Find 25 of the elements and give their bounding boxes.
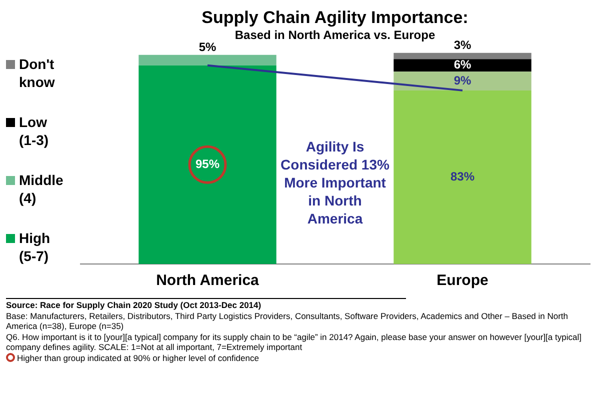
- text: Base: Manufacturers, Retailers, Distributors, Third Party Logistics Providers, Consultants, Software Providers, Academics and Other – Based in North America (n=38), Europe (n=35): [6, 310, 570, 332]
- bar: [138, 65, 276, 264]
- legend-label: Low (1-3): [19, 113, 50, 149]
- bar: [138, 54, 276, 66]
- bar: [394, 72, 532, 90]
- annotation: Agility Is Considered 13% More Important in North America: [280, 138, 390, 227]
- data-label: 5%: [198, 40, 216, 54]
- source-note: Source: Race for Supply Chain 2020 Study (Oct 2013-Dec 2014): [6, 300, 262, 310]
- bar: [394, 90, 532, 264]
- text: Based in North America vs. Europe: [234, 28, 436, 42]
- data-label: 95%: [195, 156, 220, 171]
- bar: [394, 52, 532, 60]
- legend-label: Don't know: [19, 55, 56, 91]
- text: Supply Chain Agility Importance:: [202, 8, 468, 27]
- text: Q6. How important is it to [your][a typical] company for its supply chain to be “agile” in 2014? Again, please base your answer on however [your][a typical] company defines agility. SCALE: 1=Not at all important, 7=Extremely important: [6, 332, 582, 352]
- legend-label: High (5-7): [19, 229, 52, 265]
- x-tick-label: North America: [156, 272, 260, 290]
- data-label: 9%: [454, 73, 472, 88]
- data-label: 3%: [454, 38, 472, 52]
- data-label: 83%: [450, 170, 475, 184]
- text: Higher than group indicated at 90% or higher level of confidence: [17, 352, 259, 363]
- bar: [394, 59, 532, 72]
- x-tick-label: Europe: [436, 272, 488, 290]
- data-label: 6%: [454, 58, 472, 72]
- legend-label: Middle (4): [19, 171, 64, 207]
